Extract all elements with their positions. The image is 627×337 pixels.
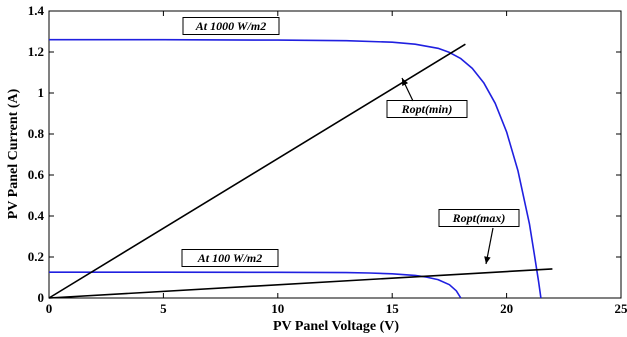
plot-frame <box>48 10 622 299</box>
y-axis-label: PV Panel Current (A) <box>6 88 21 219</box>
axes: 0 5 10 15 20 25 0 0.2 0.4 0.6 0.8 1 1.2 1.4 <box>28 3 627 316</box>
y-tick-label: 1.4 <box>28 3 45 18</box>
arrow-ropt-min <box>401 77 414 102</box>
label-at-100-text: At 100 W/m2 <box>197 251 262 265</box>
label-at-1000: At 1000 W/m2 <box>182 17 280 35</box>
label-ropt-max: Ropt(max) <box>438 209 520 227</box>
y-tick-label: 0.4 <box>28 208 45 223</box>
x-tick-label: 10 <box>271 301 284 316</box>
label-at-100: At 100 W/m2 <box>181 249 279 267</box>
iv-curve-100-line <box>49 271 462 299</box>
iv-curve-1000-line <box>49 38 542 299</box>
x-tick-label: 5 <box>160 301 167 316</box>
arrow-ropt-min-head <box>402 78 409 86</box>
ropt-min-line <box>48 43 466 299</box>
label-ropt-min: Ropt(min) <box>386 100 468 118</box>
x-tick-label: 25 <box>615 301 627 316</box>
x-axis-label: PV Panel Voltage (V) <box>273 319 399 334</box>
y-tick-label: 0 <box>38 290 45 305</box>
x-tick-label: 15 <box>386 301 400 316</box>
label-at-1000-box <box>182 17 280 35</box>
y-tick-label: 0.6 <box>28 167 45 182</box>
x-tick-label: 20 <box>500 301 513 316</box>
arrow-ropt-max <box>484 227 494 265</box>
annotations-group: At 1000 W/m2 At 100 W/m2 Ropt(min) Ropt(max… <box>181 17 520 267</box>
label-at-100-box <box>181 249 279 267</box>
y-tick-label: 0.8 <box>28 126 45 141</box>
label-ropt-min-text: Ropt(min) <box>401 102 453 116</box>
series-group <box>48 38 553 299</box>
label-ropt-max-box <box>438 209 520 227</box>
label-ropt-min-box <box>386 100 468 118</box>
ropt-max-line <box>48 268 553 299</box>
y-tick-label: 1 <box>38 85 45 100</box>
label-at-1000-text: At 1000 W/m2 <box>195 19 266 33</box>
arrow-ropt-max-head <box>484 256 491 264</box>
x-tick-label: 0 <box>46 301 53 316</box>
y-tick-label: 1.2 <box>28 44 44 59</box>
y-tick-label: 0.2 <box>28 249 44 264</box>
label-ropt-max-text: Ropt(max) <box>452 211 506 225</box>
